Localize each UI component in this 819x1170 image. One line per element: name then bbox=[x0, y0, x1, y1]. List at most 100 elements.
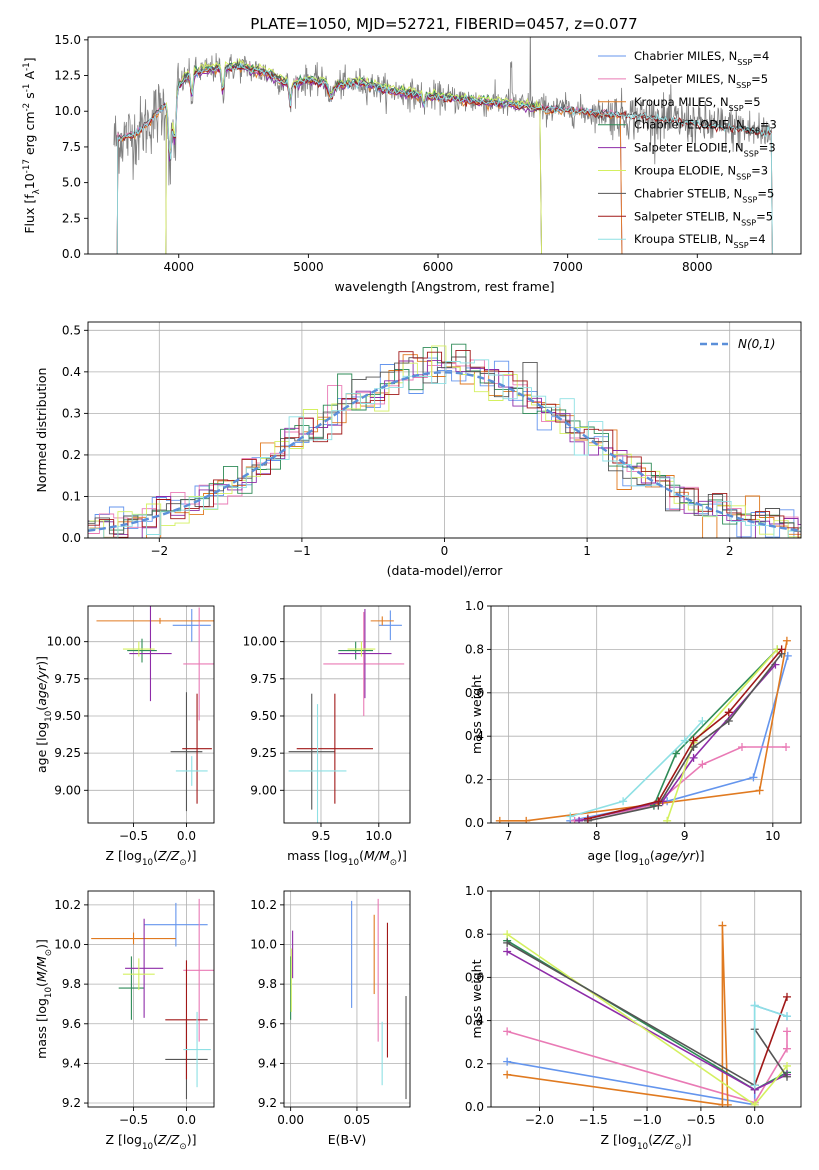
plot-area bbox=[96, 606, 214, 812]
figure-title: PLATE=1050, MJD=52721, FIBERID=0457, z=0… bbox=[250, 15, 637, 33]
panel-mass_vs_EBV: 0.00 0.05 9.2 9.4 9.6 9.8 10.0 10.2 E(B-V) bbox=[250, 890, 411, 1147]
x-axis-label: Z [log10(Z/Z⊙)] bbox=[106, 1132, 197, 1152]
weight-marker bbox=[783, 992, 792, 1001]
model-spectrum-salpeter-elodie bbox=[165, 64, 542, 254]
weight-marker bbox=[698, 760, 707, 769]
axes-frame: 7 8 9 10 0.0 0.2 0.4 0.6 0.8 1.0 age [log10(age/yr… bbox=[465, 599, 802, 868]
x-tick-label: −2 bbox=[150, 544, 168, 558]
weight-marker bbox=[566, 812, 575, 821]
legend-label: Chabrier MILES, NSSP=4 bbox=[634, 49, 769, 67]
residual-hist-salpeter-stelib bbox=[88, 349, 801, 538]
legend-label: Salpeter MILES, NSSP=5 bbox=[634, 72, 768, 90]
x-axis-label: Z [log10(Z/Z⊙)] bbox=[106, 848, 197, 868]
weight-marker bbox=[663, 816, 672, 823]
y-tick-label: 0.4 bbox=[465, 729, 484, 743]
weight-line-salpeter-elodie bbox=[578, 664, 777, 822]
y-tick-label: 12.5 bbox=[54, 69, 81, 83]
axes-border bbox=[87, 36, 802, 255]
y-axis-label: Flux [fλ10-17 erg cm-2 s-1 A-1] bbox=[22, 57, 42, 233]
y-tick-label: 0.8 bbox=[465, 642, 484, 656]
x-axis-label: age [log10(age/yr)] bbox=[587, 848, 704, 868]
x-tick-label: −2.0 bbox=[525, 1113, 554, 1127]
x-tick-label: 10 bbox=[765, 829, 780, 843]
y-tick-label: 9.00 bbox=[250, 783, 277, 797]
weight-marker bbox=[737, 743, 746, 752]
x-tick-label: 0 bbox=[441, 544, 449, 558]
panel-residuals: −2 −1 0 1 2 0.0 0.1 0.2 0.3 0.4 0.5 (data-model)/er… bbox=[34, 321, 802, 578]
x-tick-label: 4000 bbox=[163, 260, 194, 274]
y-tick-label: 1.0 bbox=[465, 884, 484, 898]
panel-mass_vs_Z: −0.5 0.0 9.2 9.4 9.6 9.8 10.0 10.2 Z [log10(Z/Z⊙… bbox=[34, 890, 215, 1152]
y-tick-label: 9.75 bbox=[250, 672, 277, 686]
weight-marker bbox=[575, 816, 584, 823]
y-tick-label: 1.0 bbox=[465, 599, 484, 613]
weight-marker bbox=[783, 1044, 792, 1053]
axes-border bbox=[87, 605, 215, 824]
panel-age_vs_mass: 9.5 10.0 9.00 9.25 9.50 9.75 10.00 mass [log10(… bbox=[243, 605, 411, 868]
panel-age_vs_Z: −0.5 0.0 9.00 9.25 9.50 9.75 10.00 Z [log10(Z/Z… bbox=[34, 605, 215, 868]
axes-border bbox=[283, 605, 411, 824]
axes-frame: −2.0 −1.5 −1.0 −0.5 0.0 0.0 0.2 0.4 0.6 0.8 1.0 Z [… bbox=[465, 884, 802, 1152]
y-tick-label: 0.8 bbox=[465, 927, 484, 941]
weight-marker bbox=[689, 753, 698, 762]
y-tick-label: 9.50 bbox=[250, 709, 277, 723]
x-tick-label: 9.5 bbox=[311, 829, 330, 843]
weight-marker bbox=[783, 651, 792, 660]
plot-area bbox=[290, 898, 407, 1100]
x-tick-label: −1 bbox=[293, 544, 311, 558]
weight-marker bbox=[698, 717, 707, 726]
weight-marker bbox=[783, 1027, 792, 1036]
legend-label: N(0,1) bbox=[738, 337, 775, 351]
axes-border bbox=[87, 890, 215, 1108]
y-tick-label: 0.0 bbox=[62, 247, 81, 261]
normal-curve bbox=[88, 371, 801, 532]
weight-marker bbox=[680, 736, 689, 745]
y-tick-label: 0.0 bbox=[62, 531, 81, 545]
weight-marker bbox=[689, 736, 698, 745]
y-tick-label: 9.25 bbox=[54, 746, 81, 760]
plot-area bbox=[88, 343, 801, 538]
y-tick-label: 9.6 bbox=[62, 1017, 81, 1031]
legend: Chabrier MILES, NSSP=4 Salpeter MILES, NS… bbox=[598, 49, 777, 250]
weight-marker bbox=[783, 1072, 792, 1081]
x-tick-label: 9 bbox=[681, 829, 689, 843]
x-tick-label: 0.0 bbox=[177, 829, 196, 843]
weight-marker bbox=[522, 816, 531, 823]
axes-border bbox=[490, 605, 802, 824]
x-axis-label: E(B-V) bbox=[328, 1132, 367, 1147]
residual-hist-salpeter-miles bbox=[88, 359, 801, 534]
weight-marker bbox=[718, 921, 727, 930]
y-tick-label: 9.8 bbox=[258, 977, 277, 991]
y-axis-label: age [log10(age/yr)] bbox=[34, 656, 54, 773]
y-tick-label: 10.0 bbox=[54, 938, 81, 952]
weight-marker bbox=[750, 1001, 759, 1010]
weight-marker bbox=[495, 816, 504, 823]
y-tick-label: 10.00 bbox=[243, 635, 277, 649]
x-tick-label: 0.0 bbox=[177, 1113, 196, 1127]
y-tick-label: 9.00 bbox=[54, 783, 81, 797]
x-tick-label: 7000 bbox=[552, 260, 583, 274]
x-tick-label: 8000 bbox=[682, 260, 713, 274]
axes-frame: −0.5 0.0 9.00 9.25 9.50 9.75 10.00 Z [log10(Z/Z… bbox=[34, 605, 215, 868]
panel-spectrum: 4000 5000 6000 7000 8000 0.0 2.5 5.0 7.5 10.0 12.5… bbox=[22, 33, 802, 294]
weight-marker bbox=[750, 1081, 759, 1090]
y-tick-label: 0.2 bbox=[465, 773, 484, 787]
y-axis-label: mass weight bbox=[469, 675, 484, 754]
weight-marker bbox=[750, 1100, 759, 1107]
weight-marker bbox=[503, 930, 512, 939]
weight-marker bbox=[503, 1057, 512, 1066]
y-axis-label: mass weight bbox=[469, 959, 484, 1038]
residual-hist-kroupa-stelib bbox=[89, 359, 801, 538]
panel-weight_vs_Z: −2.0 −1.5 −1.0 −0.5 0.0 0.0 0.2 0.4 0.6 0.8 1.0 Z [… bbox=[465, 884, 802, 1152]
y-tick-label: 2.5 bbox=[62, 211, 81, 225]
y-tick-label: 9.8 bbox=[62, 977, 81, 991]
y-tick-label: 10.2 bbox=[54, 898, 81, 912]
axes-frame: 4000 5000 6000 7000 8000 0.0 2.5 5.0 7.5 10.0 12.5… bbox=[22, 33, 802, 294]
y-tick-label: 0.5 bbox=[62, 323, 81, 337]
legend-label: Chabrier STELIB, NSSP=5 bbox=[634, 186, 774, 204]
x-tick-label: −0.5 bbox=[119, 1113, 148, 1127]
legend-label: Kroupa STELIB, NSSP=4 bbox=[634, 232, 766, 250]
y-tick-label: 0.2 bbox=[62, 448, 81, 462]
x-tick-label: 8 bbox=[593, 829, 601, 843]
